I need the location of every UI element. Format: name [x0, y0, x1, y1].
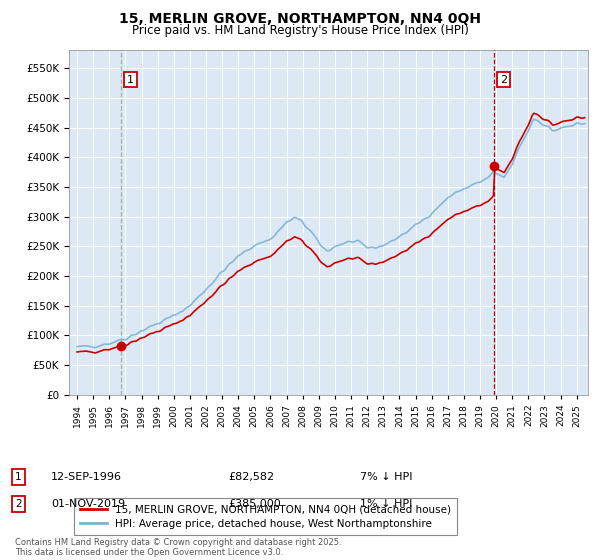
Text: £385,000: £385,000	[228, 499, 281, 509]
Legend: 15, MERLIN GROVE, NORTHAMPTON, NN4 0QH (detached house), HPI: Average price, det: 15, MERLIN GROVE, NORTHAMPTON, NN4 0QH (…	[74, 498, 457, 535]
Text: Contains HM Land Registry data © Crown copyright and database right 2025.
This d: Contains HM Land Registry data © Crown c…	[15, 538, 341, 557]
Text: £82,582: £82,582	[228, 472, 274, 482]
Text: 1: 1	[127, 74, 134, 85]
Text: 2: 2	[500, 74, 507, 85]
Text: 1: 1	[15, 472, 22, 482]
Text: 12-SEP-1996: 12-SEP-1996	[51, 472, 122, 482]
Text: 7% ↓ HPI: 7% ↓ HPI	[360, 472, 413, 482]
Text: 1% ↓ HPI: 1% ↓ HPI	[360, 499, 412, 509]
Text: 01-NOV-2019: 01-NOV-2019	[51, 499, 125, 509]
Text: 2: 2	[15, 499, 22, 509]
Text: Price paid vs. HM Land Registry's House Price Index (HPI): Price paid vs. HM Land Registry's House …	[131, 24, 469, 37]
Text: 15, MERLIN GROVE, NORTHAMPTON, NN4 0QH: 15, MERLIN GROVE, NORTHAMPTON, NN4 0QH	[119, 12, 481, 26]
